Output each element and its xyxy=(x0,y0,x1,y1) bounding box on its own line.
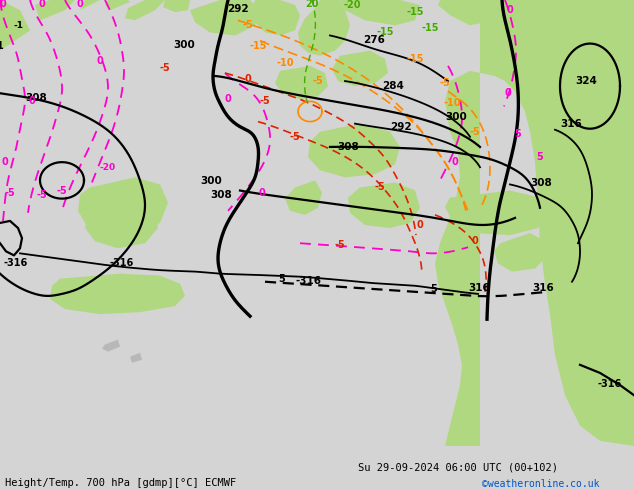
Text: 316: 316 xyxy=(532,283,553,293)
Text: -316: -316 xyxy=(598,379,622,389)
Text: 300: 300 xyxy=(173,40,195,49)
Polygon shape xyxy=(102,340,120,352)
Text: -316: -316 xyxy=(3,258,27,268)
Text: -5: -5 xyxy=(290,132,301,142)
Text: Height/Temp. 700 hPa [gdmp][°C] ECMWF: Height/Temp. 700 hPa [gdmp][°C] ECMWF xyxy=(5,478,236,488)
Text: 300: 300 xyxy=(445,112,467,122)
Polygon shape xyxy=(550,154,618,195)
Text: -20: -20 xyxy=(343,0,361,10)
Text: 0: 0 xyxy=(505,88,512,98)
Text: -5: -5 xyxy=(56,186,67,196)
Polygon shape xyxy=(80,0,100,10)
Text: 324: 324 xyxy=(575,76,597,86)
Text: -15: -15 xyxy=(376,27,394,37)
Text: 308: 308 xyxy=(530,178,552,189)
Text: 0: 0 xyxy=(2,157,8,167)
Polygon shape xyxy=(190,0,260,35)
Polygon shape xyxy=(130,353,142,363)
Text: -5: -5 xyxy=(439,78,450,88)
Text: 1: 1 xyxy=(3,0,10,2)
Text: 0: 0 xyxy=(29,97,36,106)
Polygon shape xyxy=(163,0,190,12)
Polygon shape xyxy=(308,123,400,177)
Polygon shape xyxy=(0,0,30,50)
Text: 292: 292 xyxy=(227,4,249,14)
Polygon shape xyxy=(85,203,158,248)
Text: 308: 308 xyxy=(337,142,359,152)
Text: 5: 5 xyxy=(536,152,543,162)
Text: -5: -5 xyxy=(375,182,385,193)
Polygon shape xyxy=(445,191,548,235)
Text: 0: 0 xyxy=(224,94,231,104)
Text: Su 29-09-2024 06:00 UTC (00+102): Su 29-09-2024 06:00 UTC (00+102) xyxy=(358,463,558,473)
Text: 5: 5 xyxy=(430,284,437,294)
Text: -15: -15 xyxy=(406,54,424,64)
Polygon shape xyxy=(125,0,165,20)
Text: 20: 20 xyxy=(305,0,319,9)
Text: 5: 5 xyxy=(278,274,285,284)
Polygon shape xyxy=(78,177,168,238)
Polygon shape xyxy=(580,0,634,25)
Polygon shape xyxy=(438,0,510,25)
Text: 0: 0 xyxy=(0,0,6,9)
Polygon shape xyxy=(435,0,634,446)
Text: -10: -10 xyxy=(276,58,294,68)
Text: 0: 0 xyxy=(39,0,46,9)
Polygon shape xyxy=(298,0,350,56)
Text: -5: -5 xyxy=(335,240,346,250)
Polygon shape xyxy=(35,0,75,20)
Text: 300: 300 xyxy=(200,176,222,186)
Text: 0: 0 xyxy=(96,56,103,66)
Text: 316: 316 xyxy=(560,119,582,129)
Text: -5: -5 xyxy=(4,188,15,197)
Text: -316: -316 xyxy=(110,258,134,268)
Text: 0: 0 xyxy=(507,5,514,15)
Polygon shape xyxy=(494,233,548,271)
Text: 1: 1 xyxy=(0,41,3,50)
Text: -1: -1 xyxy=(13,21,23,30)
Text: -5: -5 xyxy=(160,63,171,73)
Text: 0: 0 xyxy=(245,74,251,84)
Polygon shape xyxy=(332,50,388,86)
Text: 308: 308 xyxy=(210,190,232,199)
Text: 0: 0 xyxy=(259,188,266,197)
Text: 0: 0 xyxy=(472,236,479,246)
Polygon shape xyxy=(252,0,300,35)
Text: 316: 316 xyxy=(468,283,489,293)
Text: -5: -5 xyxy=(243,21,254,30)
Polygon shape xyxy=(285,180,322,215)
Text: -5: -5 xyxy=(470,127,481,137)
Text: 292: 292 xyxy=(390,122,411,132)
Polygon shape xyxy=(275,66,328,99)
Text: -15: -15 xyxy=(249,41,267,50)
Text: 0: 0 xyxy=(417,220,424,230)
Text: -5: -5 xyxy=(37,190,48,199)
Text: -5: -5 xyxy=(313,76,323,86)
Polygon shape xyxy=(348,182,420,228)
Text: -316: -316 xyxy=(296,276,322,286)
Text: 0: 0 xyxy=(77,0,84,9)
Text: 284: 284 xyxy=(382,81,404,91)
Text: -20: -20 xyxy=(100,163,116,172)
Text: 308: 308 xyxy=(25,93,47,103)
Text: 276: 276 xyxy=(363,35,385,45)
Text: 5: 5 xyxy=(515,129,521,139)
Text: -15: -15 xyxy=(421,24,439,33)
Text: ©weatheronline.co.uk: ©weatheronline.co.uk xyxy=(482,479,599,489)
Polygon shape xyxy=(50,273,185,314)
Text: -10: -10 xyxy=(443,98,461,108)
Polygon shape xyxy=(0,5,8,35)
Text: 0: 0 xyxy=(451,157,458,167)
Polygon shape xyxy=(340,0,420,25)
Text: -15: -15 xyxy=(406,7,424,17)
Text: -5: -5 xyxy=(260,97,270,106)
Polygon shape xyxy=(105,0,130,10)
Polygon shape xyxy=(515,0,575,30)
